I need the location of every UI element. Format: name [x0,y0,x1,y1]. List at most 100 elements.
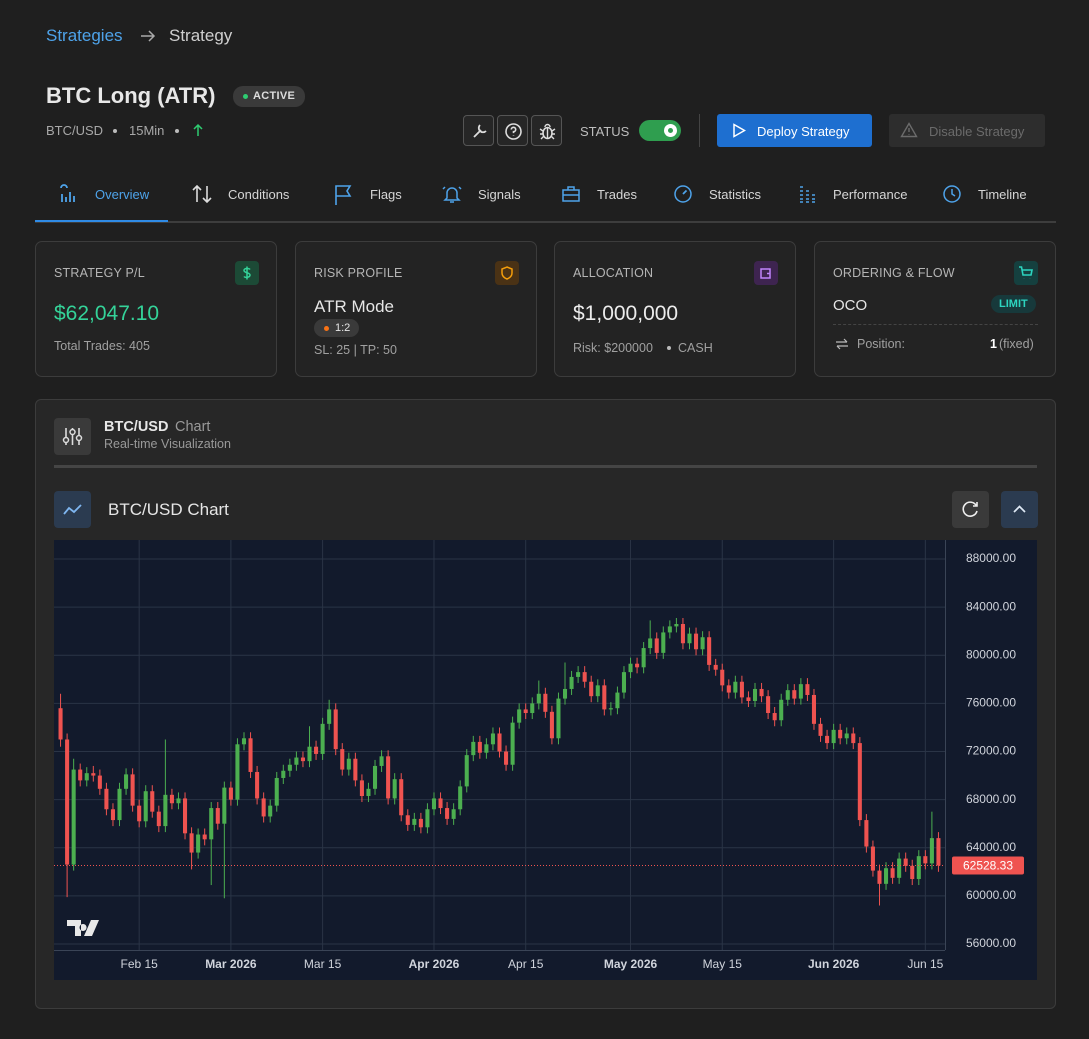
tab[interactable]: Overview [95,187,150,202]
candle-body [523,709,528,714]
candle-body [667,626,672,633]
candle-body [471,741,476,756]
x-tick-label: Mar 2026 [205,957,257,971]
breadcrumb-link[interactable]: Strategies [46,26,123,45]
candle-body [359,780,364,797]
divider [833,324,1038,325]
candle-body [333,709,338,750]
candle-body [412,818,417,825]
tab[interactable]: Timeline [978,187,1027,202]
x-tick-label: Feb 15 [120,957,158,971]
position-value: 1 [990,337,997,351]
debug-button[interactable] [531,115,562,146]
panel-title: BTC/USD [104,419,169,435]
card-value: $1,000,000 [573,302,679,325]
candle-body [674,624,679,627]
candle-body [916,856,921,880]
panel-subtitle: Real-time Visualization [104,437,231,451]
tab-icon [562,186,580,202]
candle-body [110,809,115,821]
candle-body [726,685,731,693]
candle-body [202,834,207,840]
candle-body [490,733,495,745]
candle-body [628,663,633,673]
tab[interactable]: Statistics [709,187,762,202]
swap-icon [836,338,848,350]
ordering-card: ORDERING & FLOW OCO LIMIT Position: 1 (f… [814,241,1056,377]
candle-body [517,709,522,723]
candle-body [320,723,325,754]
refresh-button[interactable] [952,491,989,528]
candle-body [713,664,718,670]
x-tick-label: May 15 [703,957,743,971]
candle-body [399,779,404,816]
last-price-label: 62528.33 [963,859,1013,873]
candle-body [929,838,934,864]
y-tick-label: 68000.00 [966,792,1016,806]
separator [175,129,179,133]
candle-body [733,681,738,693]
candle-body [576,672,581,677]
candle-body [124,774,129,789]
deploy-label: Deploy Strategy [757,124,850,139]
candle-body [176,798,181,804]
settings-button[interactable] [463,115,494,146]
candle-body [798,684,803,699]
tab[interactable]: Conditions [228,187,290,202]
help-button[interactable] [497,115,528,146]
candle-body [582,672,587,682]
candle-body [838,729,843,739]
y-tick-label: 56000.00 [966,936,1016,950]
candle-body [818,723,823,736]
candle-body [694,633,699,650]
candle-body [497,733,502,752]
card-value: ATR Mode [314,297,394,316]
candle-body [65,739,70,865]
status-toggle[interactable] [639,120,681,141]
x-tick-label: Mar 15 [304,957,342,971]
disable-button[interactable]: Disable Strategy [889,114,1045,147]
candle-body [130,774,135,806]
card-title: ORDERING & FLOW [833,266,955,280]
position-label: Position: [857,337,905,351]
chart-title: BTC/USD Chart [108,500,229,519]
divider [699,114,700,147]
candle-body [759,688,764,697]
candle-body [484,744,489,753]
candle-body [923,856,928,864]
candle-body [890,868,895,878]
candle-body [346,758,351,770]
candle-body [851,733,856,744]
candle-body [857,743,862,821]
card-note: Risk: $200000 [573,341,653,355]
candle-body [287,764,292,771]
tab[interactable]: Signals [478,187,521,202]
tab-icon [800,186,815,203]
y-tick-label: 80000.00 [966,647,1016,661]
tab[interactable]: Flags [370,187,402,202]
candle-body [294,757,299,765]
x-tick-label: Jun 15 [907,957,943,971]
card-title: RISK PROFILE [314,266,403,280]
tab[interactable]: Performance [833,187,908,202]
candle-body [58,708,63,740]
card-title: STRATEGY P/L [54,266,145,280]
candle-body [163,794,168,827]
candle-body [451,809,456,819]
candle-body [418,818,423,828]
candle-body [602,685,607,710]
candle-body [648,638,653,649]
candle-body [805,684,810,695]
candle-body [621,672,627,693]
deploy-button[interactable]: Deploy Strategy [717,114,872,147]
candle-body [392,779,397,799]
candle-body [117,788,122,821]
candle-body [464,755,469,787]
collapse-button[interactable] [1001,491,1038,528]
breadcrumb-arrow [141,30,156,42]
tab[interactable]: Trades [597,187,637,202]
candle-body [589,681,594,697]
candle-body [615,692,620,709]
y-tick-label: 72000.00 [966,744,1016,758]
breadcrumb-current: Strategy [169,26,233,45]
